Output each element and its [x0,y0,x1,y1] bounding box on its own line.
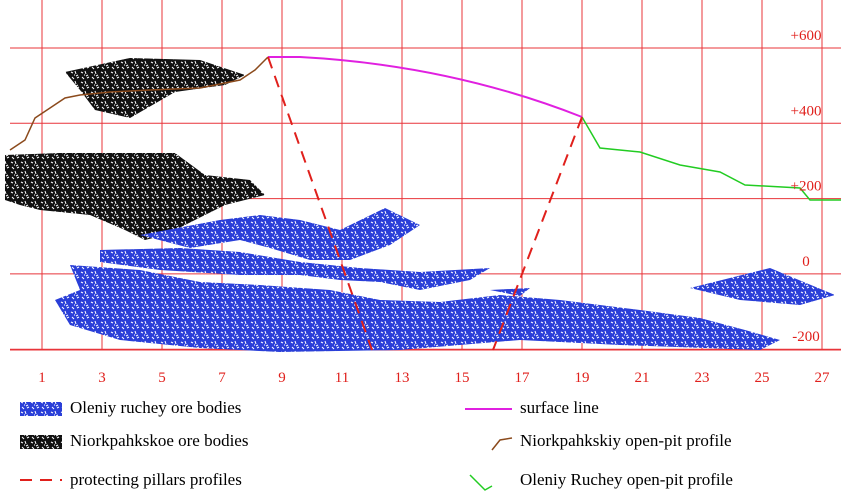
x-tick-label: 15 [455,370,470,386]
x-tick-label: 27 [815,370,831,386]
surface-line [268,57,582,117]
legend-swatch [20,402,62,416]
legend-label: surface line [520,398,599,417]
x-tick-label: 25 [755,370,770,386]
section-figure: 13579111315171921232527+600+400+2000-200… [0,0,841,498]
legend-label: protecting pillars profiles [70,470,242,489]
ore-bodies [5,58,835,352]
x-tick-label: 3 [98,370,106,386]
x-tick-label: 7 [218,370,226,386]
legend: Oleniy ruchey ore bodies Niorkpahkskoe o… [20,398,733,490]
y-tick-label: +600 [791,28,822,44]
legend-label: Niorkpahkskoe ore bodies [70,431,248,450]
x-tick-label: 13 [395,370,410,386]
x-tick-label: 1 [38,370,46,386]
y-tick-label: -200 [792,329,820,345]
x-tick-label: 21 [635,370,650,386]
legend-label: Oleniy Ruchey open-pit profile [520,470,733,489]
oleniy-ore [490,288,530,296]
legend-swatch [20,435,62,449]
niorkpahk-ore [65,58,245,118]
y-tick-label: +200 [791,179,822,195]
legend-swatch [492,438,512,450]
x-tick-label: 17 [515,370,531,386]
x-tick-label: 19 [575,370,590,386]
y-tick-label: +400 [791,103,822,119]
x-tick-label: 5 [158,370,166,386]
legend-label: Oleniy ruchey ore bodies [70,398,241,417]
x-tick-label: 23 [695,370,710,386]
legend-swatch [470,475,492,490]
y-tick-label: 0 [802,254,810,270]
legend-label: Niorkpahkskiy open-pit profile [520,431,732,450]
x-tick-label: 11 [335,370,349,386]
x-tick-label: 9 [278,370,286,386]
